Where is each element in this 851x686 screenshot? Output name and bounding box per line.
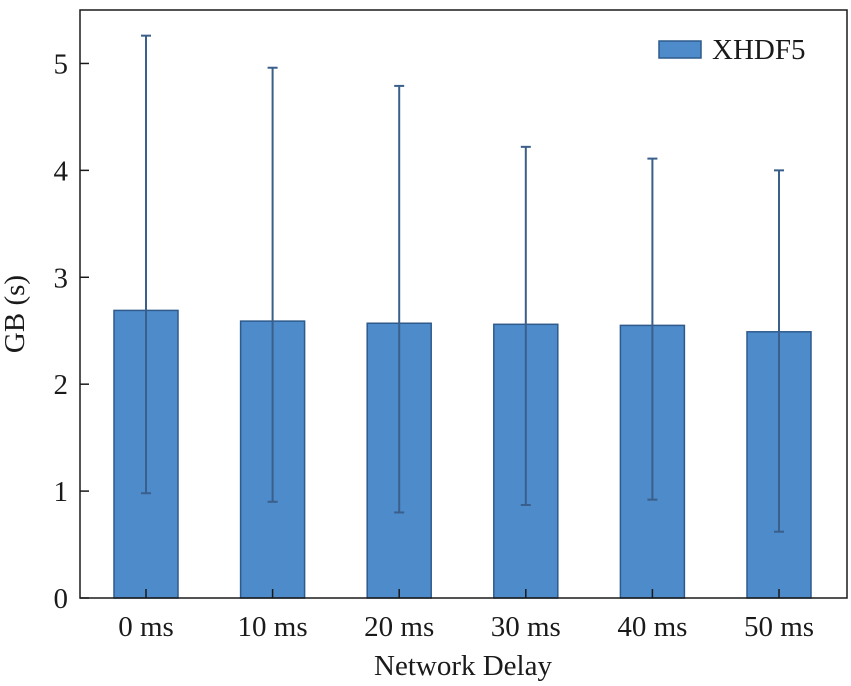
x-tick-label-5: 50 ms <box>744 611 814 643</box>
x-tick-label-4: 40 ms <box>617 611 687 643</box>
x-axis-label: Network Delay <box>374 650 552 682</box>
y-axis-ticks: 0 1 2 3 4 5 <box>54 48 89 615</box>
x-axis-ticks: 0 ms 10 ms 20 ms 30 ms 40 ms 50 ms <box>118 589 814 643</box>
y-tick-label-3: 3 <box>54 262 69 294</box>
y-tick-label-5: 5 <box>54 48 69 80</box>
y-tick-label-0: 0 <box>54 583 69 615</box>
y-tick-label-1: 1 <box>54 476 69 508</box>
error-bars-layer <box>141 34 784 533</box>
x-tick-label-2: 20 ms <box>364 611 434 643</box>
legend-label: XHDF5 <box>712 34 805 66</box>
bars-layer <box>113 309 812 599</box>
x-tick-label-1: 10 ms <box>238 611 308 643</box>
plot-frame <box>79 9 848 599</box>
y-tick-label-2: 2 <box>54 369 69 401</box>
x-tick-label-0: 0 ms <box>118 611 174 643</box>
y-axis-label: GB (s) <box>0 275 31 353</box>
y-tick-label-4: 4 <box>54 155 69 187</box>
legend: XHDF5 <box>658 34 805 66</box>
legend-swatch <box>658 40 702 59</box>
x-tick-label-3: 30 ms <box>491 611 561 643</box>
